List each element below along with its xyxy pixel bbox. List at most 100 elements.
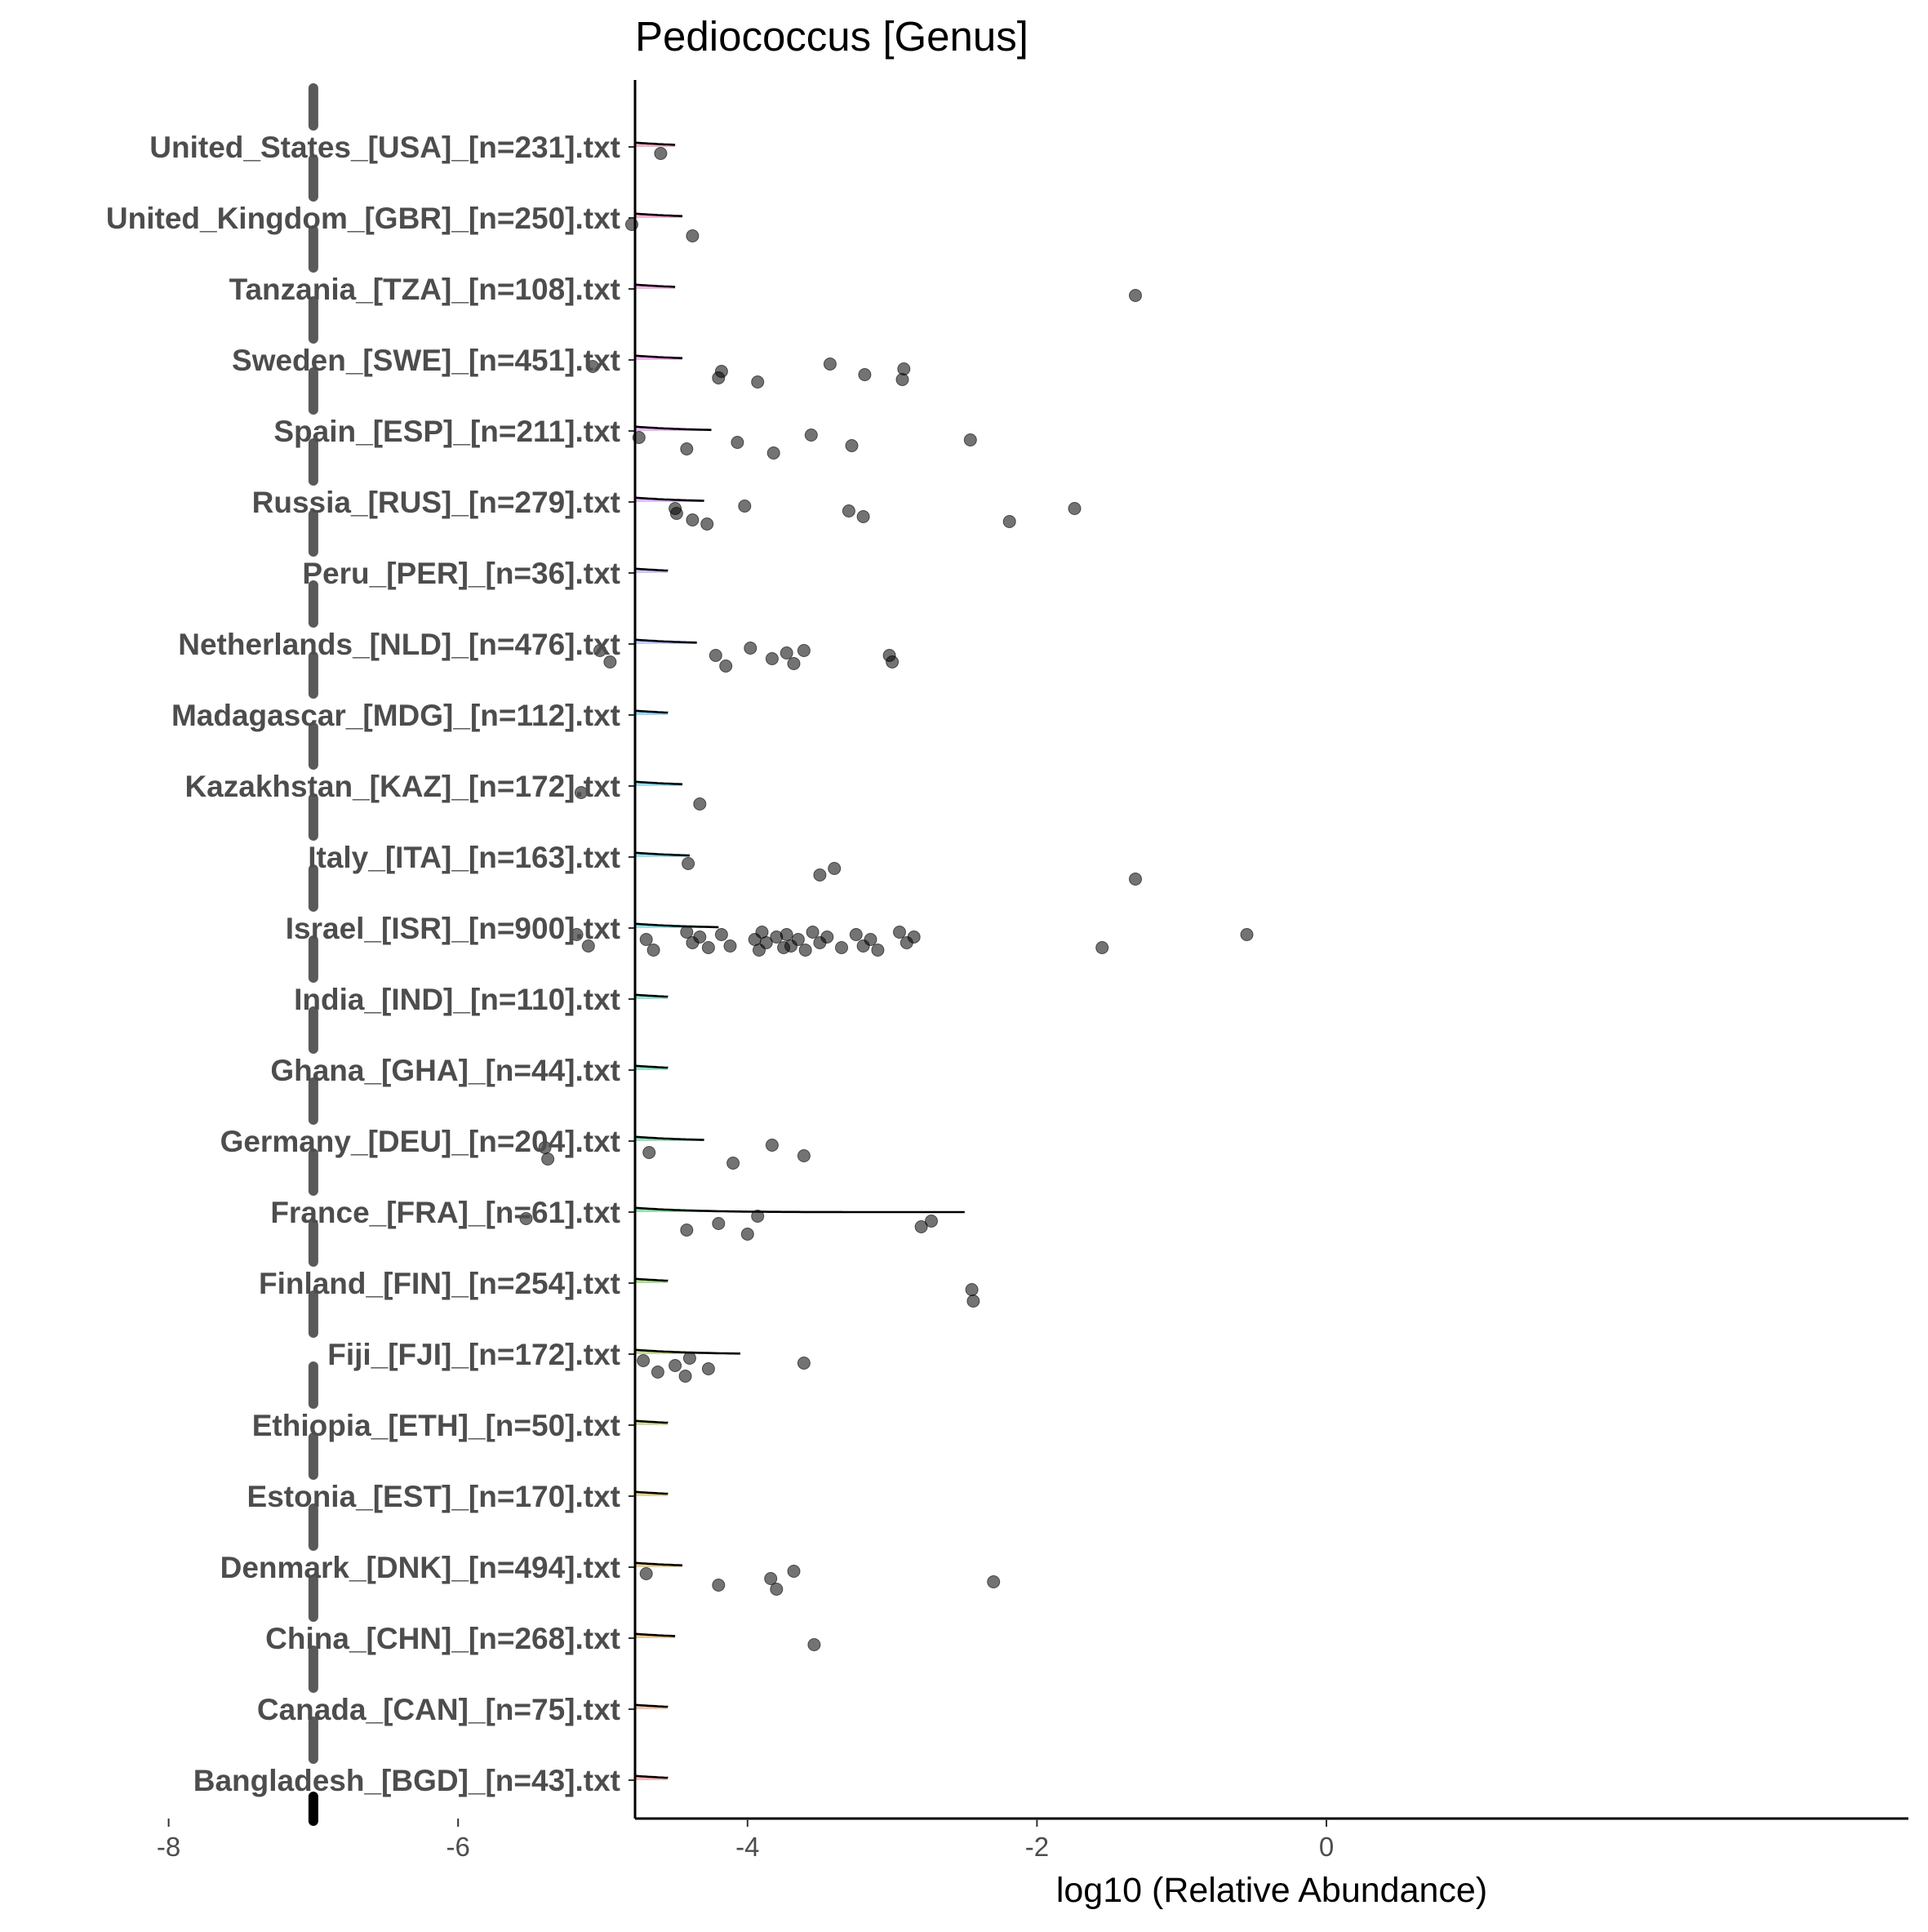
outlier-point bbox=[740, 1228, 754, 1241]
outlier-point bbox=[797, 644, 811, 657]
outlier-point bbox=[723, 939, 737, 953]
outlier-point bbox=[759, 936, 773, 949]
outlier-point bbox=[828, 862, 842, 875]
outlier-point bbox=[639, 933, 653, 946]
outlier-point bbox=[1002, 515, 1016, 528]
ridge-outline bbox=[634, 638, 697, 644]
outlier-point bbox=[780, 646, 793, 660]
y-tick-label: Finland_[FIN]_[n=254].txt bbox=[259, 1267, 620, 1300]
outlier-point bbox=[804, 429, 818, 442]
outlier-point bbox=[845, 439, 859, 452]
outlier-point bbox=[541, 1153, 555, 1166]
outlier-point bbox=[893, 926, 906, 939]
outlier-point bbox=[731, 436, 744, 449]
outlier-point bbox=[680, 926, 694, 939]
outlier-point bbox=[651, 1366, 664, 1379]
outlier-point bbox=[709, 649, 722, 662]
outlier-point bbox=[700, 517, 714, 531]
outlier-point bbox=[686, 229, 700, 242]
outlier-point bbox=[639, 1567, 653, 1580]
outlier-point bbox=[765, 652, 779, 665]
y-tick-label: Ghana_[GHA]_[n=44].txt bbox=[270, 1054, 620, 1087]
ridge-outline bbox=[634, 496, 704, 502]
outlier-point bbox=[823, 358, 837, 371]
outlier-point bbox=[1095, 941, 1109, 954]
ridge-outline bbox=[634, 283, 676, 288]
outlier-point bbox=[646, 944, 660, 957]
ridge-outline bbox=[634, 1277, 669, 1282]
chart-title: Pediococcus [Genus] bbox=[635, 13, 1028, 60]
ridge-outline bbox=[634, 1490, 669, 1495]
y-tick-label: Bangladesh_[BGD]_[n=43].txt bbox=[193, 1764, 620, 1797]
ridge-fill bbox=[635, 1349, 740, 1354]
outlier-point bbox=[864, 933, 877, 946]
outlier-point bbox=[712, 1217, 726, 1230]
outlier-point bbox=[766, 446, 780, 460]
outlier-point bbox=[987, 1575, 1001, 1588]
outlier-point bbox=[693, 930, 707, 944]
outlier-point bbox=[637, 1354, 651, 1367]
outlier-point bbox=[682, 1352, 696, 1365]
outlier-point bbox=[806, 926, 820, 939]
y-tick-label: Estonia_[EST]_[n=170].txt bbox=[247, 1480, 620, 1513]
outlier-point bbox=[813, 868, 827, 882]
y-tick-label: Russia_[RUS]_[n=279].txt bbox=[252, 486, 620, 519]
outlier-point bbox=[682, 857, 695, 870]
outlier-point bbox=[914, 1220, 928, 1233]
outlier-point bbox=[744, 642, 757, 655]
outlier-point bbox=[842, 504, 855, 517]
y-tick-label: Germany_[DEU]_[n=204].txt bbox=[220, 1125, 620, 1158]
outlier-point bbox=[1240, 928, 1254, 941]
ridge-outline bbox=[634, 567, 669, 572]
y-tick-label: Tanzania_[TZA]_[n=108].txt bbox=[229, 273, 620, 306]
outlier-point bbox=[835, 941, 848, 954]
outlier-point bbox=[738, 500, 752, 513]
x-tick-label: -6 bbox=[446, 1832, 470, 1862]
ridge-outline bbox=[634, 425, 712, 432]
y-tick-label: Fiji_[FJI]_[n=172].txt bbox=[327, 1338, 620, 1371]
outlier-point bbox=[764, 1572, 778, 1585]
y-tick-label: Ethiopia_[ETH]_[n=50].txt bbox=[252, 1409, 620, 1442]
outlier-point bbox=[780, 928, 793, 941]
outlier-point bbox=[849, 928, 863, 941]
y-tick-label: India_[IND]_[n=110].txt bbox=[294, 983, 620, 1016]
outlier-point bbox=[686, 513, 700, 526]
outlier-point bbox=[714, 365, 728, 378]
outlier-point bbox=[678, 1370, 692, 1383]
ridge-outline bbox=[634, 1561, 683, 1567]
y-tick-label: Spain_[ESP]_[n=211].txt bbox=[273, 415, 620, 448]
x-tick-label: -8 bbox=[157, 1832, 180, 1862]
ridge-outline bbox=[634, 709, 669, 714]
ridge-outline bbox=[634, 1703, 669, 1708]
outlier-point bbox=[701, 941, 715, 954]
y-tick-label: China_[CHN]_[n=268].txt bbox=[265, 1622, 620, 1655]
outlier-point bbox=[797, 1149, 811, 1162]
outlier-point bbox=[856, 510, 870, 523]
outlier-point bbox=[807, 1638, 821, 1651]
outlier-point bbox=[770, 1583, 784, 1596]
outlier-point bbox=[593, 644, 606, 657]
outlier-point bbox=[965, 1283, 979, 1296]
outlier-point bbox=[787, 657, 801, 670]
ridge-outline bbox=[634, 851, 690, 857]
outlier-point bbox=[714, 928, 728, 941]
outlier-point bbox=[669, 507, 683, 520]
y-tick-label: Kazakhstan_[KAZ]_[n=172].txt bbox=[184, 770, 620, 803]
y-tick-label: Sweden_[SWE]_[n=451].txt bbox=[232, 344, 620, 377]
y-tick-label: Madagascar_[MDG]_[n=112].txt bbox=[171, 699, 620, 732]
outlier-point bbox=[581, 939, 595, 953]
outlier-point bbox=[858, 368, 872, 381]
outlier-point bbox=[963, 433, 977, 446]
x-axis-label: log10 (Relative Abundance) bbox=[1056, 1871, 1487, 1910]
outlier-point bbox=[797, 1357, 811, 1370]
outlier-point bbox=[719, 660, 733, 673]
outlier-points-layer bbox=[519, 147, 1254, 1651]
y-tick-label: United_States_[USA]_[n=231].txt bbox=[149, 131, 620, 164]
y-tick-label: Italy_[ITA]_[n=163].txt bbox=[308, 841, 620, 874]
outlier-point bbox=[570, 928, 584, 941]
outlier-point bbox=[586, 360, 600, 373]
axes-layer: United_States_[USA]_[n=231].txt United_Ki… bbox=[106, 80, 1908, 1862]
outlier-point bbox=[574, 786, 588, 799]
